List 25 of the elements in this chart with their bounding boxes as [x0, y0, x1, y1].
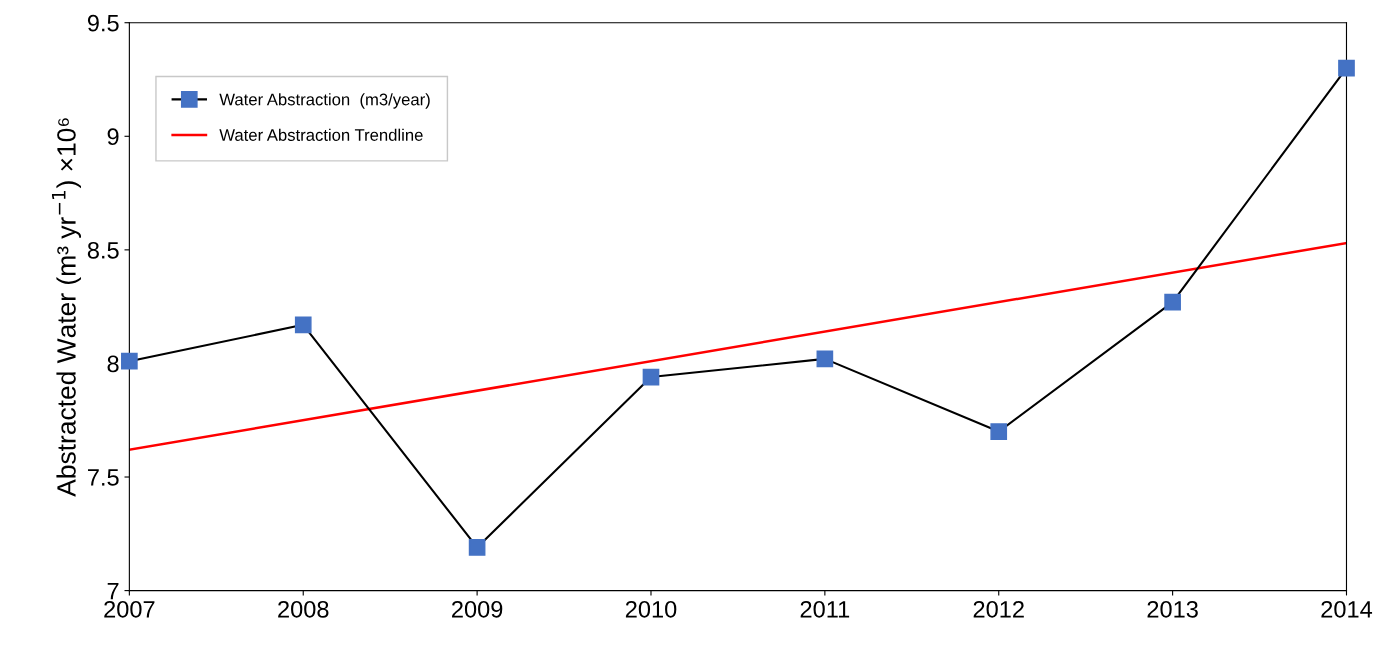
y-tick-label: 7 — [107, 582, 119, 600]
y-tick-label: 9 — [107, 128, 119, 146]
y-tick-label: 8.5 — [87, 241, 119, 259]
legend-label: Water Abstraction (m3/year) — [219, 93, 430, 109]
legend-label: Water Abstraction Trendline — [219, 128, 423, 141]
point — [121, 352, 138, 370]
point — [1164, 293, 1181, 311]
y-tick-label: 7.5 — [88, 469, 119, 486]
point — [816, 350, 834, 368]
y-axis-title: Abstracted Water (m³ yr$^{−1}$) ×10⁶ — [51, 118, 82, 497]
x-tick-label: 2009 — [452, 600, 503, 618]
x-tick-label: 2007 — [104, 600, 155, 618]
x-tick-label: 2014 — [1321, 600, 1373, 618]
point — [1338, 59, 1355, 77]
x-tick-label: 2008 — [278, 600, 329, 618]
point — [642, 368, 660, 386]
x-tick-label: 2010 — [625, 600, 677, 618]
y-tick-label: 8 — [107, 355, 119, 373]
x-tick-label: 2012 — [973, 600, 1024, 618]
x-tick-label: 2011 — [800, 600, 850, 618]
point — [294, 316, 312, 334]
point — [468, 539, 486, 556]
point — [990, 423, 1008, 440]
y-tick-label: 9.5 — [87, 14, 119, 32]
x-tick-label: 2013 — [1147, 600, 1198, 618]
